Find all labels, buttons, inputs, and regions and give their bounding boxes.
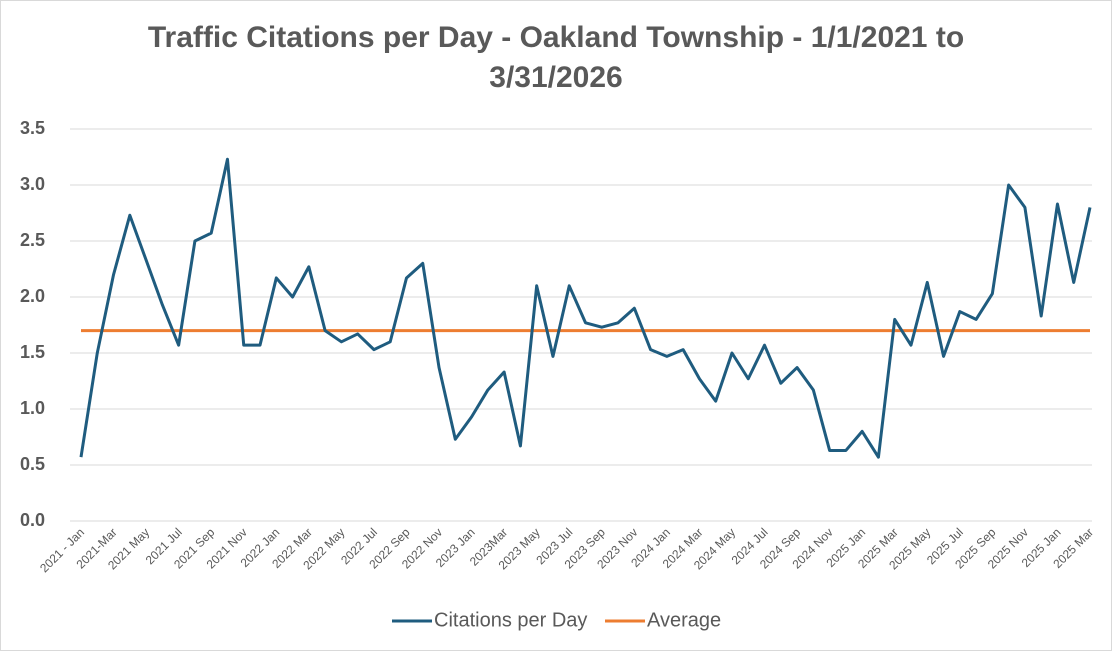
y-tick-label: 1.5	[20, 342, 45, 362]
series-line	[79, 157, 1092, 459]
chart-title: Traffic Citations per Day - Oakland Town…	[147, 21, 965, 94]
y-tick-label: 3.5	[20, 118, 45, 138]
y-tick-label: 1.0	[20, 398, 45, 418]
legend-label: Citations per Day	[434, 609, 587, 631]
y-tick-label: 2.0	[20, 286, 45, 306]
y-tick-label: 0.0	[20, 510, 45, 530]
y-tick-label: 0.5	[20, 454, 45, 474]
y-tick-label: 2.5	[20, 230, 45, 250]
y-tick-label: 3.0	[20, 174, 45, 194]
legend-label: Average	[647, 609, 721, 631]
